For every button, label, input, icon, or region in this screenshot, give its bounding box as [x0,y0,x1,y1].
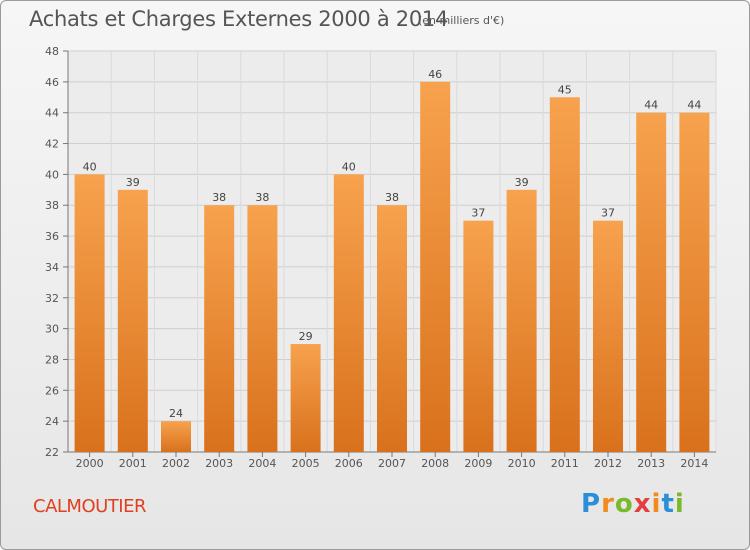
data-label: 37 [471,207,485,220]
bars [74,81,710,453]
data-label: 39 [126,176,140,189]
town-name: CALMOUTIER [33,496,146,517]
logo-letter: x [633,489,652,519]
data-label: 38 [385,191,399,204]
bar [74,174,105,452]
x-tick-label: 2010 [508,457,536,470]
bar [290,344,321,452]
bar [636,112,667,452]
x-tick-label: 2013 [637,457,665,470]
x-tick-label: 2014 [680,457,708,470]
chart-subtitle: (en milliers d'€) [418,14,505,27]
data-label: 40 [83,160,97,173]
y-tick-label: 46 [45,76,59,89]
bar [333,174,364,452]
x-tick-label: 2002 [162,457,190,470]
logo-letter: i [674,489,685,519]
y-tick-label: 34 [45,261,59,274]
data-label: 45 [558,83,572,96]
x-tick-label: 2000 [76,457,104,470]
y-tick-label: 42 [45,138,59,151]
y-tick-label: 40 [45,168,59,181]
y-tick-label: 24 [45,415,59,428]
logo-letter: r [601,489,615,519]
bar [204,205,235,452]
bar [679,112,710,452]
bar [117,189,148,453]
data-label: 44 [687,99,701,112]
data-label: 44 [644,99,658,112]
x-tick-label: 2009 [464,457,492,470]
x-tick-label: 2001 [119,457,147,470]
data-label: 40 [342,160,356,173]
x-tick-label: 2011 [551,457,579,470]
data-label: 38 [255,191,269,204]
y-tick-label: 44 [45,107,59,120]
data-label: 46 [428,68,442,81]
data-label: 38 [212,191,226,204]
y-tick-label: 22 [45,446,59,459]
data-label: 24 [169,407,183,420]
logo-letter: P [581,489,602,519]
proxiti-logo: Proxiti [581,489,685,519]
data-label: 39 [515,176,529,189]
y-tick-label: 26 [45,384,59,397]
x-tick-label: 2007 [378,457,406,470]
bar [247,205,278,452]
x-tick-label: 2012 [594,457,622,470]
logo-letter: o [614,489,634,519]
logo-letter: i [651,489,662,519]
bar [463,220,494,452]
bar [506,189,537,453]
x-tick-label: 2008 [421,457,449,470]
y-tick-label: 38 [45,199,59,212]
x-tick-label: 2004 [248,457,276,470]
labels: 22 24 26 28 30 32 34 36 38 40 42 44 46 48 40 2000 39 2001… [45,45,708,470]
bar [377,205,407,452]
x-tick-label: 2003 [205,457,233,470]
y-tick-label: 36 [45,230,59,243]
bar [161,421,191,452]
y-tick-label: 32 [45,292,59,305]
bar [420,81,451,452]
logo-letter: t [661,489,675,519]
y-tick-label: 28 [45,353,59,366]
data-label: 37 [601,207,615,220]
x-tick-label: 2005 [292,457,320,470]
data-label: 29 [299,330,313,343]
bar [593,220,623,452]
chart-title: Achats et Charges Externes 2000 à 2014 [29,7,449,31]
y-tick-label: 48 [45,45,59,58]
x-tick-label: 2006 [335,457,363,470]
bar [549,97,580,453]
y-tick-label: 30 [45,323,59,336]
